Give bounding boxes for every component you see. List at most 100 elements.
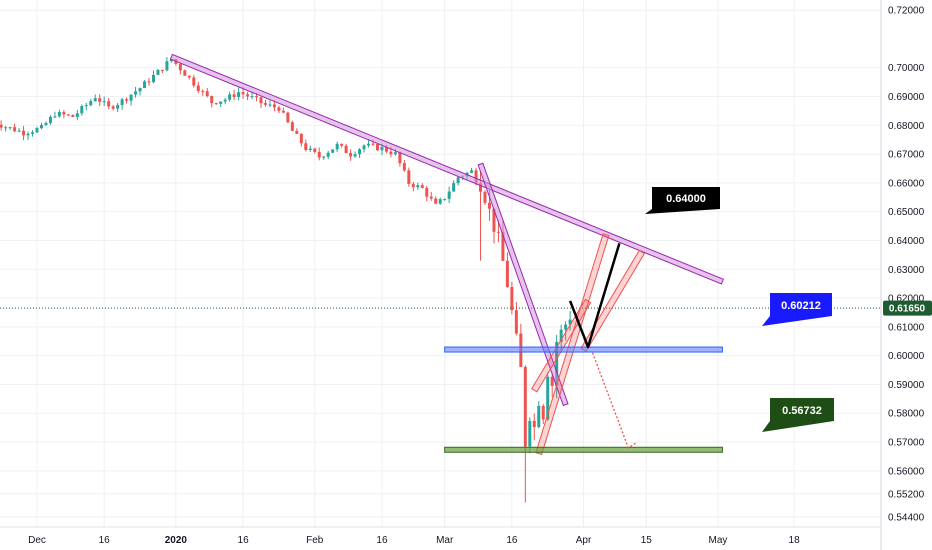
y-tick-label: 0.59000 bbox=[888, 380, 925, 391]
candle-body bbox=[120, 99, 124, 105]
candle-body bbox=[35, 128, 39, 133]
candle-body bbox=[89, 101, 93, 106]
candle-body bbox=[214, 103, 218, 105]
candle-body bbox=[80, 106, 84, 114]
candle-body bbox=[223, 99, 227, 102]
candle-body bbox=[250, 96, 254, 98]
candle-body bbox=[537, 405, 541, 428]
candle-body bbox=[295, 130, 299, 134]
current-price-label: 0.61650 bbox=[889, 304, 926, 315]
candle-body bbox=[4, 127, 8, 129]
chart-drawings[interactable] bbox=[0, 53, 881, 456]
x-tick-label: Mar bbox=[436, 535, 454, 546]
candle-body bbox=[210, 96, 214, 104]
candle-body bbox=[402, 163, 406, 171]
candle-body bbox=[393, 152, 397, 155]
x-tick-label: 18 bbox=[789, 535, 801, 546]
candle-body bbox=[17, 130, 21, 132]
candle-body bbox=[98, 98, 102, 102]
main-trendline[interactable] bbox=[169, 53, 725, 285]
candle-body bbox=[57, 112, 61, 117]
candle-body bbox=[380, 146, 384, 151]
candle-body bbox=[259, 97, 263, 104]
candle-body bbox=[546, 376, 550, 420]
candle-body bbox=[138, 88, 142, 92]
candle-body bbox=[322, 156, 326, 158]
candle-body bbox=[143, 81, 147, 89]
dotted-projection[interactable] bbox=[591, 352, 638, 449]
time-axis[interactable]: Dec 16 2020 16 Feb 16 Mar 16 Apr 15 May 18 bbox=[0, 526, 881, 546]
candle-body bbox=[456, 177, 460, 184]
candle-body bbox=[0, 124, 3, 128]
candle-body bbox=[384, 146, 388, 152]
candle-body bbox=[505, 260, 509, 287]
candle-body bbox=[286, 112, 290, 123]
candle-body bbox=[129, 94, 133, 101]
candle-body bbox=[160, 69, 164, 71]
candle-body bbox=[358, 149, 362, 155]
y-tick-label: 0.54400 bbox=[888, 512, 925, 523]
candle-body bbox=[53, 116, 57, 118]
candle-body bbox=[93, 98, 97, 102]
target-callout[interactable]: 0.64000 bbox=[645, 187, 720, 214]
y-tick-label: 0.69000 bbox=[888, 92, 925, 103]
candle-body bbox=[66, 114, 70, 116]
steep-trendline[interactable] bbox=[477, 162, 569, 407]
candle-body bbox=[169, 59, 173, 62]
candle-body bbox=[362, 145, 366, 150]
candle-body bbox=[187, 75, 191, 78]
x-tick-label: 16 bbox=[238, 535, 250, 546]
candle-body bbox=[425, 187, 429, 197]
y-tick-label: 0.62000 bbox=[888, 294, 925, 305]
price-axis[interactable]: 0.72000 0.70000 0.69000 0.68000 0.67000 0.660… bbox=[880, 0, 932, 550]
candle-body bbox=[564, 324, 568, 330]
y-tick-label: 0.61000 bbox=[888, 322, 925, 333]
candle-body bbox=[559, 329, 563, 342]
candle-body bbox=[268, 104, 272, 106]
candle-body bbox=[340, 143, 344, 146]
candle-body bbox=[452, 183, 456, 192]
grid-lines bbox=[0, 0, 881, 527]
projection-path[interactable] bbox=[568, 242, 621, 349]
support-line[interactable] bbox=[444, 446, 723, 453]
candle-body bbox=[331, 149, 335, 153]
support-callout[interactable]: 0.56732 bbox=[762, 398, 834, 432]
candle-body bbox=[416, 185, 420, 188]
candle-body bbox=[178, 63, 182, 71]
candle-body bbox=[371, 143, 375, 145]
candle-body bbox=[389, 151, 393, 155]
candle-body bbox=[241, 92, 245, 95]
candle-body bbox=[71, 114, 75, 117]
y-tick-label: 0.64000 bbox=[888, 236, 925, 247]
candle-body bbox=[111, 106, 115, 109]
y-tick-label: 0.68000 bbox=[888, 121, 925, 132]
x-tick-label: 16 bbox=[376, 535, 388, 546]
candle-body bbox=[107, 101, 111, 107]
candle-body bbox=[183, 70, 187, 76]
candle-body bbox=[84, 105, 88, 107]
candle-body bbox=[483, 191, 487, 203]
candle-body bbox=[22, 130, 26, 136]
resistance-callout[interactable]: 0.60212 bbox=[762, 293, 832, 326]
resistance-line[interactable] bbox=[444, 346, 723, 353]
y-tick-label: 0.58000 bbox=[888, 409, 925, 420]
x-tick-label: Feb bbox=[306, 535, 324, 546]
candle-body bbox=[219, 101, 223, 104]
candle-body bbox=[304, 143, 308, 151]
candle-body bbox=[201, 90, 205, 92]
candle-body bbox=[26, 133, 30, 136]
candle-body bbox=[496, 231, 500, 233]
y-tick-label: 0.60000 bbox=[888, 351, 925, 362]
candle-body bbox=[510, 286, 514, 311]
y-tick-label: 0.70000 bbox=[888, 63, 925, 74]
candle-body bbox=[429, 196, 433, 199]
candle-body bbox=[326, 152, 330, 157]
y-tick-label: 0.67000 bbox=[888, 150, 925, 161]
x-tick-label: 15 bbox=[641, 535, 653, 546]
channel-upper[interactable] bbox=[531, 298, 592, 393]
candle-body bbox=[125, 99, 129, 101]
candle-body bbox=[232, 94, 236, 97]
candle-body bbox=[447, 191, 451, 199]
candle-body bbox=[492, 208, 496, 232]
